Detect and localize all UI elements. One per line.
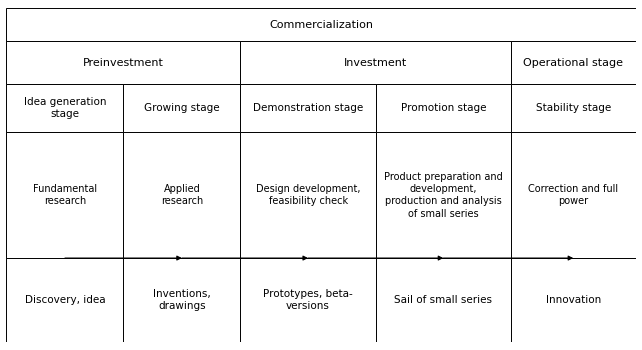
Bar bbox=[376, 84, 511, 132]
Bar bbox=[241, 84, 376, 132]
Bar bbox=[511, 258, 636, 342]
Text: Demonstration stage: Demonstration stage bbox=[253, 103, 363, 113]
Text: Fundamental
research: Fundamental research bbox=[33, 184, 97, 206]
Bar bbox=[6, 258, 123, 342]
Text: Promotion stage: Promotion stage bbox=[401, 103, 486, 113]
Bar bbox=[241, 132, 376, 258]
Bar bbox=[376, 132, 511, 258]
Bar bbox=[241, 258, 376, 342]
Bar bbox=[123, 132, 241, 258]
Bar bbox=[511, 41, 636, 84]
Text: Applied
research: Applied research bbox=[161, 184, 203, 206]
Bar bbox=[376, 258, 511, 342]
Bar bbox=[6, 84, 123, 132]
Text: Investment: Investment bbox=[344, 58, 408, 68]
Text: Idea generation
stage: Idea generation stage bbox=[24, 97, 106, 119]
Text: Correction and full
power: Correction and full power bbox=[528, 184, 618, 206]
Bar bbox=[6, 132, 123, 258]
Bar bbox=[511, 132, 636, 258]
Text: Operational stage: Operational stage bbox=[523, 58, 623, 68]
Bar bbox=[123, 84, 241, 132]
Text: Preinvestment: Preinvestment bbox=[83, 58, 164, 68]
Bar bbox=[6, 41, 241, 84]
Text: Prototypes, beta-
versions: Prototypes, beta- versions bbox=[263, 289, 353, 312]
Text: Commercialization: Commercialization bbox=[269, 20, 373, 30]
Text: Sail of small series: Sail of small series bbox=[394, 295, 492, 305]
Text: Discovery, idea: Discovery, idea bbox=[24, 295, 105, 305]
Text: Design development,
feasibility check: Design development, feasibility check bbox=[256, 184, 360, 206]
Text: Stability stage: Stability stage bbox=[535, 103, 611, 113]
Bar bbox=[511, 84, 636, 132]
Text: Innovation: Innovation bbox=[546, 295, 601, 305]
Text: Product preparation and
development,
production and analysis
of small series: Product preparation and development, pro… bbox=[384, 172, 503, 219]
Bar bbox=[6, 8, 636, 41]
Text: Growing stage: Growing stage bbox=[144, 103, 220, 113]
Bar bbox=[123, 258, 241, 342]
Text: Inventions,
drawings: Inventions, drawings bbox=[153, 289, 211, 312]
Bar bbox=[241, 41, 511, 84]
